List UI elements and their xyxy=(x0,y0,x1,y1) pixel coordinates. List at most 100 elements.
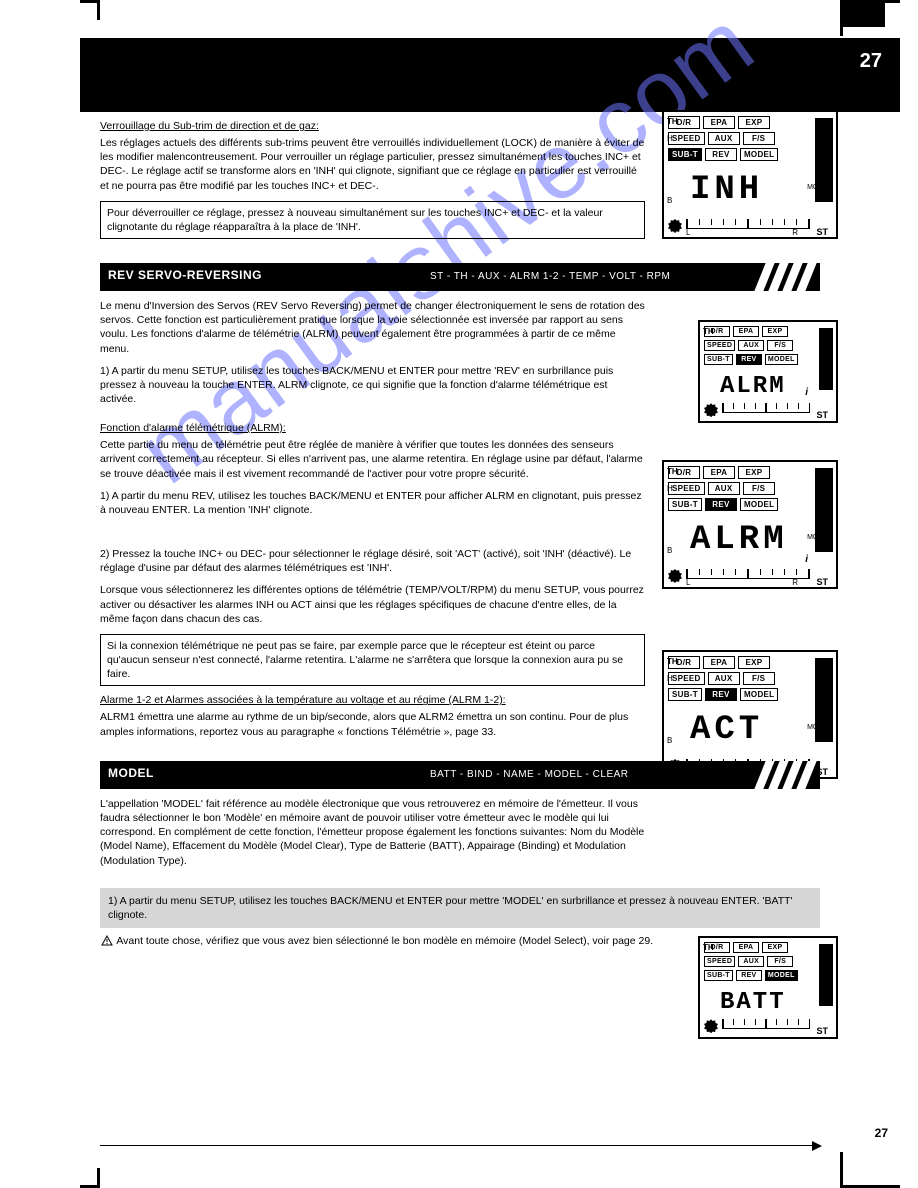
lcd-cell: SUB-T xyxy=(704,970,733,981)
lcd-b-label: B xyxy=(667,736,672,745)
lcd-h-label: H xyxy=(667,484,673,493)
lcd-th-label: TH xyxy=(667,117,678,126)
section-label: MODEL xyxy=(108,766,154,780)
lcd-ruler: L R ST xyxy=(668,213,832,235)
lcd-cell-active: REV xyxy=(736,354,762,365)
lcd-cell: EPA xyxy=(703,656,735,669)
lcd-R: R xyxy=(792,228,798,237)
content: Verrouillage du Sub-trim de direction et… xyxy=(100,120,828,956)
lcd-cell: REV xyxy=(736,970,762,981)
subtrim-note: Pour déverrouiller ce réglage, pressez à… xyxy=(100,201,645,239)
lcd-info-icon: i xyxy=(805,386,808,399)
lcd-cell: EXP xyxy=(738,116,770,129)
lcd-L: L xyxy=(686,228,690,237)
arrow-right-icon xyxy=(812,1141,822,1151)
lcd-model-label: MODEL xyxy=(807,184,832,191)
section-bar-rev: REV SERVO-REVERSING ST - TH - AUX - ALRM… xyxy=(100,263,820,291)
lcd-cell-active: REV xyxy=(705,498,737,511)
warning-triangle-icon xyxy=(100,935,114,947)
lcd-cell: EXP xyxy=(738,466,770,479)
lcd-b-label: B xyxy=(667,196,672,205)
alarm-block: Fonction d'alarme télémétrique (ALRM): C… xyxy=(100,422,645,517)
lcd-rev-c: TH H D/R EPA EXP SPEED AUX F/S SUB-T REV… xyxy=(662,650,838,779)
lcd-model-label: MODEL xyxy=(807,724,832,731)
alarm-p5-heading: Alarme 1-2 et Alarmes associées à la tem… xyxy=(100,694,645,706)
lcd-ST: ST xyxy=(816,577,828,587)
rev-intro2: 1) A partir du menu SETUP, utilisez les … xyxy=(100,364,645,407)
lcd-cell: F/S xyxy=(767,956,793,967)
lcd-h-label: H xyxy=(667,134,673,143)
lcd-cell: F/S xyxy=(743,482,775,495)
lcd-cell: SPEED xyxy=(668,672,705,685)
page: 27 manualshive.com Verrouillage du Sub-t… xyxy=(0,0,918,1188)
lcd-cell: REV xyxy=(705,148,737,161)
lcd-cell: AUX xyxy=(708,132,740,145)
lcd-th-label: TH xyxy=(703,943,714,953)
lcd-cell: AUX xyxy=(738,340,764,351)
alarm-p3: 2) Pressez la touche INC+ ou DEC- pour s… xyxy=(100,547,645,575)
lcd-model: TH D/R EPA EXP SPEED AUX F/S SUB-T REV M… xyxy=(698,936,838,1039)
alarm-p2: 1) A partir du menu REV, utilisez les to… xyxy=(100,489,645,517)
lcd-cell: MODEL xyxy=(740,498,778,511)
reg-mark-tr xyxy=(840,0,900,36)
lcd-ST: ST xyxy=(816,410,828,422)
lcd-cell: SPEED xyxy=(704,340,735,351)
lcd-battery-icon xyxy=(819,944,833,1006)
alarm-p4: Lorsque vous sélectionnerez les différen… xyxy=(100,583,645,626)
model-intro: L'appellation 'MODEL' fait référence au … xyxy=(100,797,645,868)
lcd-cell: EPA xyxy=(733,942,759,953)
lcd-cell: AUX xyxy=(738,956,764,967)
lcd-cell: F/S xyxy=(767,340,793,351)
lcd-cell: F/S xyxy=(743,672,775,685)
gear-icon xyxy=(668,219,682,233)
alarm-note: Si la connexion télémétrique ne peut pas… xyxy=(100,634,645,687)
lcd-cell: SUB-T xyxy=(704,354,733,365)
lcd-cell: SUB-T xyxy=(668,498,702,511)
lcd-cell: SUB-T xyxy=(668,688,702,701)
lcd-battery-icon xyxy=(819,328,833,390)
lcd-display-word: ALRM xyxy=(704,371,832,401)
lcd-ruler: ST xyxy=(704,1017,832,1035)
header-band: 27 xyxy=(80,38,900,112)
lcd-cell-active: MODEL xyxy=(765,970,798,981)
alarm-p5: ALRM1 émettra une alarme au rythme de un… xyxy=(100,710,645,738)
lcd-th-label: TH xyxy=(703,327,714,337)
alarm-block-2: 2) Pressez la touche INC+ ou DEC- pour s… xyxy=(100,547,645,739)
lcd-cell: MODEL xyxy=(765,354,798,365)
model-intro-text: L'appellation 'MODEL' fait référence au … xyxy=(100,797,645,868)
lcd-cell: EXP xyxy=(762,326,788,337)
lcd-cell-active: REV xyxy=(705,688,737,701)
lcd-cell: AUX xyxy=(708,482,740,495)
alarm-p1: Cette partie du menu de télémétrie peut … xyxy=(100,438,645,481)
lcd-cell: AUX xyxy=(708,672,740,685)
lcd-cell: F/S xyxy=(743,132,775,145)
page-number-top: 27 xyxy=(860,50,882,73)
lcd-cell: MODEL xyxy=(740,688,778,701)
lcd-cell: SPEED xyxy=(668,132,705,145)
lcd-subtrim: TH H D/R EPA EXP SPEED AUX F/S SUB-T REV… xyxy=(662,110,838,239)
section-sub: BATT - BIND - NAME - MODEL - CLEAR xyxy=(430,769,629,780)
lcd-rev-a: TH D/R EPA EXP SPEED AUX F/S SUB-T REV M… xyxy=(698,320,838,423)
gear-icon xyxy=(704,1019,718,1033)
lcd-cell-active: SUB-T xyxy=(668,148,702,161)
lcd-display-word: BATT xyxy=(704,987,832,1017)
hazard-stripes-icon xyxy=(754,263,825,291)
model-warning-text: Avant toute chose, vérifiez que vous ave… xyxy=(116,935,653,947)
lcd-cell: SPEED xyxy=(668,482,705,495)
subtrim-block: Verrouillage du Sub-trim de direction et… xyxy=(100,120,645,239)
gear-icon xyxy=(668,569,682,583)
lcd-cell: EPA xyxy=(733,326,759,337)
section-bar-model: MODEL BATT - BIND - NAME - MODEL - CLEAR xyxy=(100,761,820,789)
lcd-model-label: MODEL xyxy=(807,534,832,541)
footer-rule xyxy=(100,1145,820,1147)
model-shade: 1) A partir du menu SETUP, utilisez les … xyxy=(100,888,820,928)
lcd-rev-b: TH H D/R EPA EXP SPEED AUX F/S SUB-T REV… xyxy=(662,460,838,589)
section-label: REV SERVO-REVERSING xyxy=(108,268,262,282)
lcd-display-word: ACT xyxy=(668,711,832,753)
lcd-cell: EPA xyxy=(703,466,735,479)
section-sub: ST - TH - AUX - ALRM 1-2 - TEMP - VOLT -… xyxy=(430,271,670,282)
alarm-heading: Fonction d'alarme télémétrique (ALRM): xyxy=(100,422,645,434)
lcd-ST: ST xyxy=(816,227,828,237)
lcd-ruler: ST xyxy=(704,401,832,419)
lcd-ST: ST xyxy=(816,1026,828,1038)
